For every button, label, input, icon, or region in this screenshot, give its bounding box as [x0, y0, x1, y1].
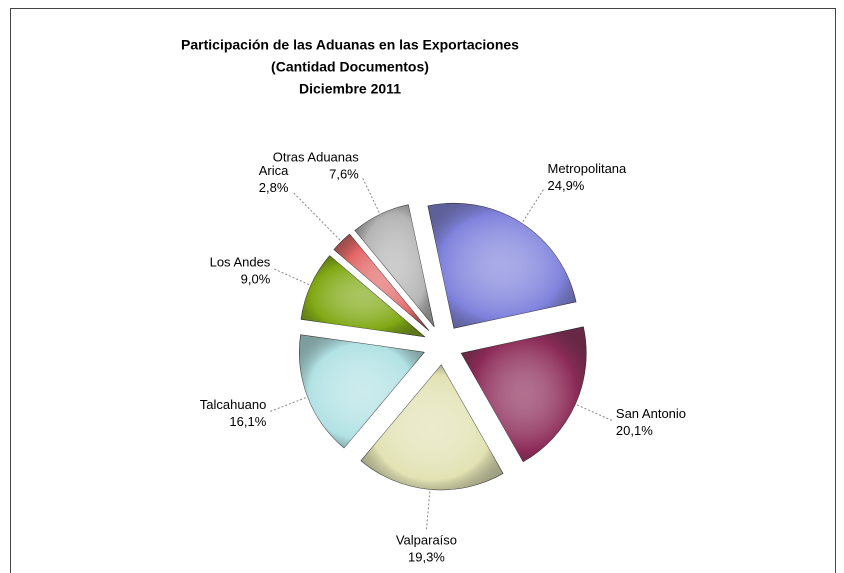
slice-value-label: 2,8% — [259, 180, 289, 195]
slice-shade — [427, 203, 577, 329]
slice — [300, 255, 426, 338]
slice-shade — [354, 204, 435, 327]
slice-shade — [333, 234, 429, 331]
slice-shade — [300, 255, 425, 337]
chart-date: Diciembre 2011 — [299, 81, 401, 97]
slice-value-label: 19,3% — [408, 550, 445, 565]
slice-label: San Antonio — [616, 406, 686, 421]
chart-title: Participación de las Aduanas en las Expo… — [181, 37, 519, 53]
slice-label: Talcahuano — [200, 397, 267, 412]
slice-label: Los Andes — [210, 254, 271, 269]
slice-label: Metropolitana — [548, 161, 628, 176]
slice — [360, 364, 504, 491]
slice-shade — [360, 364, 504, 490]
slice-shade — [461, 326, 587, 462]
slice — [460, 326, 587, 463]
slice — [427, 202, 577, 329]
slice-value-label: 9,0% — [241, 271, 271, 286]
slice-value-label: 16,1% — [229, 414, 266, 429]
slice-label: Valparaíso — [396, 533, 457, 548]
slice-label: Otras Aduanas — [273, 150, 359, 165]
slice — [333, 233, 430, 331]
slice — [299, 334, 425, 449]
slice — [354, 204, 435, 328]
chart-subtitle: (Cantidad Documentos) — [271, 59, 429, 75]
slice-label: Arica — [259, 163, 289, 178]
slice-value-label: 24,9% — [548, 178, 585, 193]
slice-shade — [299, 334, 425, 449]
leader-line — [292, 191, 341, 241]
slice-value-label: 20,1% — [616, 423, 653, 438]
slice-value-label: 7,6% — [329, 167, 359, 182]
